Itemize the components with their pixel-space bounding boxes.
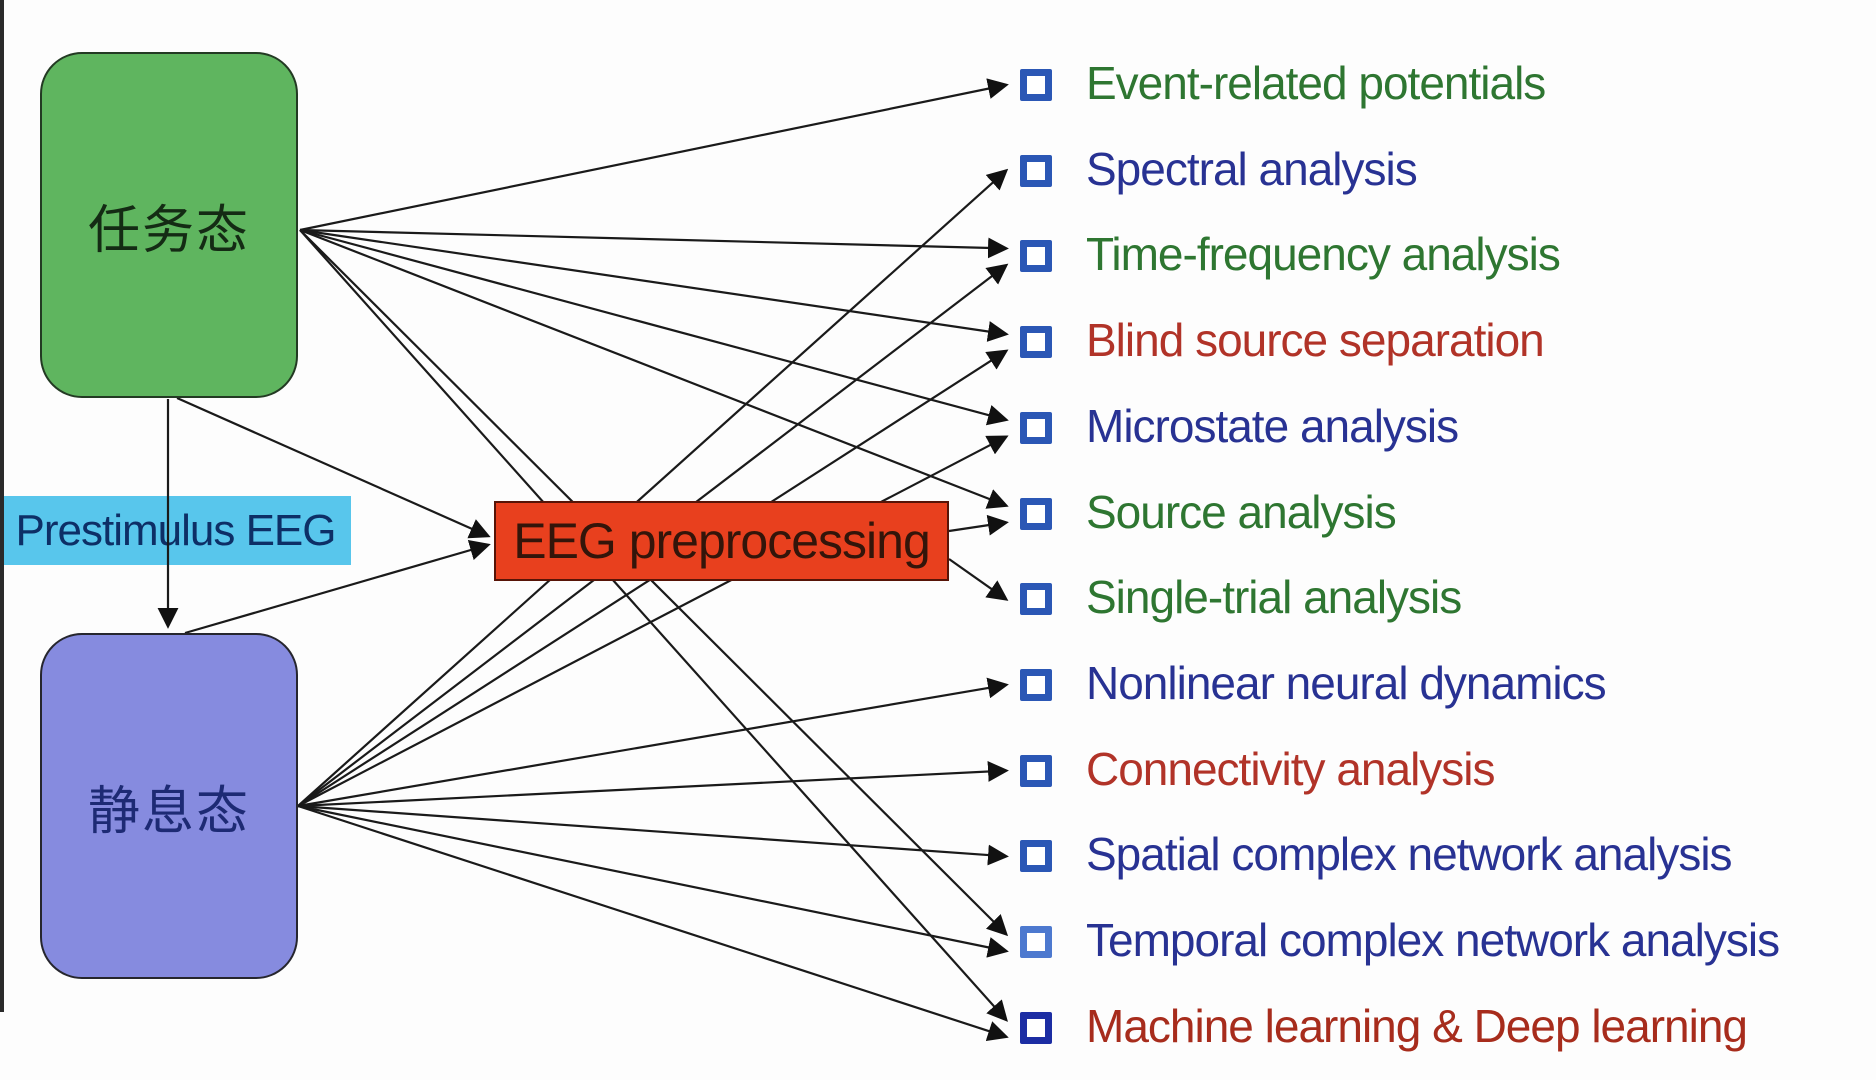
method-label: Temporal complex network analysis [1086, 914, 1780, 966]
arrow-task-state-to-microstate [299, 228, 1009, 426]
arrow-task-state-to-erp [299, 78, 1009, 232]
method-item-nonlinear: Nonlinear neural dynamics [1020, 660, 1607, 706]
square-bullet-icon [1020, 154, 1052, 187]
method-label: Blind source separation [1086, 314, 1545, 367]
method-label: Nonlinear neural dynamics [1086, 656, 1607, 709]
method-label: Spectral analysis [1086, 142, 1418, 195]
square-bullet-icon [1020, 1011, 1052, 1044]
square-bullet-icon [1020, 754, 1052, 787]
square-bullet-icon [1020, 411, 1052, 444]
arrow-resting-state-to-nonlinear [297, 677, 1009, 808]
method-label: Time-frequency analysis [1086, 228, 1561, 281]
method-label: Event-related potentials [1086, 57, 1546, 109]
arrow-resting-state-to-temporal-network [297, 804, 1009, 958]
prestimulus-eeg-text: Prestimulus EEG [15, 505, 337, 555]
square-bullet-icon [1020, 69, 1052, 101]
square-bullet-icon [1020, 926, 1052, 958]
method-item-microstate: Microstate analysis [1020, 403, 1459, 449]
square-bullet-icon [1020, 497, 1052, 530]
slide-left-border [0, 0, 4, 1012]
arrow-resting-state-to-machine-learning [297, 804, 1009, 1042]
arrow-preprocessing-to-source [948, 514, 1009, 536]
method-item-blind-source: Blind source separation [1020, 317, 1545, 363]
method-item-spatial-network: Spatial complex network analysis [1020, 831, 1733, 877]
resting-state-text: 静息态 [87, 782, 250, 841]
method-item-source: Source analysis [1020, 489, 1397, 535]
method-item-temporal-network: Temporal complex network analysis [1020, 917, 1780, 963]
square-bullet-icon [1020, 326, 1052, 359]
square-bullet-icon [1020, 583, 1052, 616]
arrow-resting-state-to-microstate [297, 435, 1009, 807]
arrow-task-state-to-temporal-network [299, 229, 1009, 937]
method-item-single-trial: Single-trial analysis [1020, 574, 1462, 620]
prestimulus-eeg-label: Prestimulus EEG [0, 496, 351, 565]
arrow-preprocessing-to-single-trial [948, 558, 1009, 601]
square-bullet-icon [1020, 668, 1052, 701]
arrow-task-state-to-time-frequency [299, 228, 1009, 259]
square-bullet-icon [1020, 840, 1052, 873]
arrow-task-state-to-source [299, 228, 1009, 509]
eeg-preprocessing-box: EEG preprocessing [494, 501, 949, 581]
task-state-box: 任务态 [40, 52, 298, 398]
resting-state-box: 静息态 [40, 633, 298, 979]
method-item-spectral: Spectral analysis [1020, 146, 1418, 192]
method-label: Connectivity analysis [1086, 742, 1496, 795]
eeg-preprocessing-text: EEG preprocessing [513, 513, 931, 569]
method-label: Machine learning & Deep learning [1086, 999, 1748, 1052]
method-item-machine-learning: Machine learning & Deep learning [1020, 1003, 1748, 1049]
task-state-text: 任务态 [87, 201, 250, 260]
arrow-resting-state-to-spectral [297, 168, 1009, 807]
method-item-time-frequency: Time-frequency analysis [1020, 231, 1561, 277]
arrow-resting-state-to-connectivity [297, 761, 1009, 808]
method-item-erp: Event-related potentials [1020, 60, 1546, 106]
arrow-task-state-to-blind-source [299, 228, 1009, 342]
arrow-resting-state-to-spatial-network [297, 804, 1009, 866]
method-item-connectivity: Connectivity analysis [1020, 746, 1496, 792]
method-label: Source analysis [1086, 485, 1397, 538]
method-label: Microstate analysis [1086, 399, 1459, 452]
method-label: Single-trial analysis [1086, 571, 1462, 624]
method-label: Spatial complex network analysis [1086, 828, 1733, 881]
arrow-task-state-to-machine-learning [299, 229, 1008, 1022]
square-bullet-icon [1020, 240, 1052, 273]
